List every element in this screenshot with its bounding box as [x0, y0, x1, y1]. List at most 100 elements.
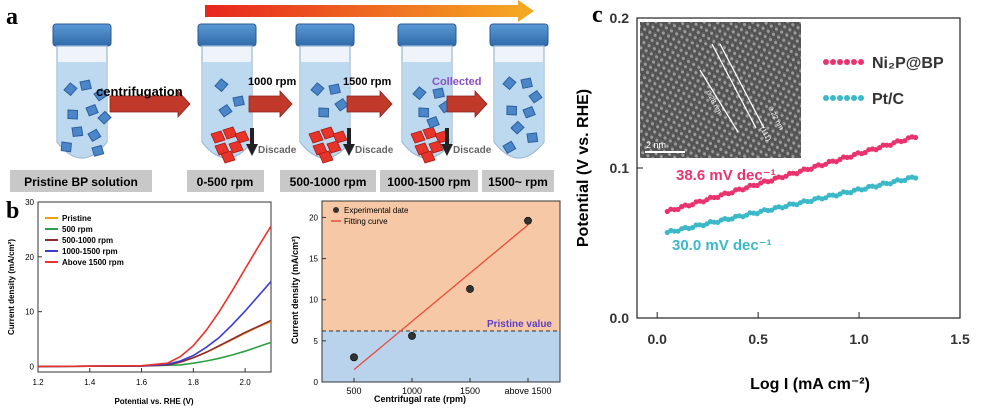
series-point-1 — [862, 186, 868, 192]
legend-label-2: 500-1000 rpm — [62, 236, 113, 245]
legend-swatch-c-0 — [830, 59, 836, 65]
sediment — [308, 126, 348, 164]
data-point-2 — [466, 285, 474, 293]
ytick-label-b-left: 10 — [25, 308, 34, 317]
tem-inset: 0.28 nm0.22 nm(111)2 nm — [640, 22, 801, 158]
discard-arrow-shaft — [250, 128, 254, 146]
legend-swatch-c-1 — [851, 95, 857, 101]
xtick-label-c: 1.0 — [849, 331, 869, 347]
sediment-flake — [318, 150, 334, 164]
xtick-label-b-left: 1.2 — [32, 378, 44, 387]
series-point-0 — [729, 190, 735, 196]
discard-arrow-head — [246, 144, 258, 156]
sample-labels: Pristine BP solution 0-500 rpm 500-1000 … — [10, 170, 554, 192]
ytick-label-b-right: 5 — [314, 337, 319, 346]
series-point-1 — [823, 195, 829, 201]
data-point-1 — [408, 332, 416, 340]
lattice-fringe-lines — [699, 43, 765, 133]
sediment-flake — [234, 130, 250, 144]
step-label-1500rpm: 1500 rpm — [343, 76, 392, 88]
data-point-0 — [350, 353, 358, 362]
ytick-label-b-right: 10 — [309, 296, 318, 305]
tube-3 — [397, 23, 457, 164]
series-point-0 — [675, 206, 681, 212]
ylabel-b-left: Current density (mA/cm²) — [7, 239, 16, 335]
tube-liquid — [495, 62, 543, 158]
tafel-label-ni2p: 38.6 mV dec⁻¹ — [676, 167, 776, 184]
tube-cap — [197, 23, 257, 47]
ytick-label-c: 0.2 — [610, 10, 630, 26]
region-above-pristine — [322, 201, 560, 331]
gradient-arrow — [205, 0, 534, 22]
sediment-flake — [428, 140, 444, 154]
fitting-curve — [353, 224, 529, 371]
step-arrow — [346, 89, 393, 119]
plot-frame-b-left — [37, 201, 272, 373]
step-arrow — [109, 89, 191, 119]
legend-swatch-c-1 — [844, 95, 850, 101]
step-label-collected: Collected — [432, 76, 482, 88]
step-arrow — [446, 89, 488, 119]
discard-arrow-shaft — [347, 128, 351, 146]
tube-cap — [489, 23, 549, 47]
panel-label-c: c — [592, 2, 603, 28]
ytick-label-c: 0.0 — [610, 310, 630, 326]
legend-label-c-1: Pt/C — [872, 91, 904, 108]
series-point-0 — [808, 166, 814, 172]
series-point-0 — [769, 178, 775, 184]
discade-label-1: Discade — [258, 145, 297, 156]
legend-point-swatch — [333, 207, 339, 213]
discard-arrow-head — [441, 144, 453, 156]
step-label-1000rpm: 1000 rpm — [248, 76, 297, 88]
label-pristine-bp: Pristine BP solution — [24, 175, 138, 189]
series-point-0 — [902, 138, 908, 144]
scale-bar-label: 2 nm — [646, 140, 666, 150]
sediment-flake — [308, 130, 324, 144]
legend-swatch-c-0 — [837, 59, 843, 65]
discade-label-3: Discade — [453, 145, 492, 156]
legend-swatch-c-0 — [858, 59, 864, 65]
xlabel-b-left: Potential vs. RHE (V) — [114, 397, 193, 406]
series-point-0 — [783, 173, 789, 179]
label-1000-1500: 1000-1500 rpm — [387, 175, 470, 189]
tube-4 — [489, 23, 549, 159]
ytick-label-b-left: 30 — [25, 198, 34, 207]
series-point-0 — [913, 134, 919, 141]
tube-cap — [295, 23, 355, 47]
xtick-label-b-right: 1000 — [402, 386, 422, 396]
tube-0 — [52, 23, 113, 159]
discard-arrow-head — [343, 144, 355, 156]
ytick-label-b-right: 15 — [309, 255, 318, 264]
ytick-label-b-left: 0 — [30, 363, 35, 372]
ytick-label-b-left: 20 — [25, 253, 34, 262]
series-point-1 — [689, 225, 696, 231]
series-line-4 — [37, 225, 272, 368]
panel-label-a: a — [6, 4, 18, 30]
legend-swatch-c-1 — [823, 95, 829, 101]
xtick-label-c: 0.5 — [748, 331, 768, 347]
region-below-pristine — [322, 330, 560, 382]
ytick-label-b-right: 0 — [314, 378, 319, 387]
legend-swatch-c-1 — [830, 95, 836, 101]
discard-arrow-shaft — [445, 128, 449, 146]
legend-label-4: Above 1500 rpm — [62, 258, 124, 267]
plot-frame-b-right — [321, 200, 561, 383]
series-point-1 — [769, 207, 775, 213]
tube-cap — [52, 23, 112, 47]
xtick-label-b-left: 2.0 — [240, 378, 252, 387]
sediment-flake — [326, 140, 342, 154]
xtick-label-b-right: 500 — [346, 386, 361, 396]
label-1500-up: 1500~ rpm — [488, 175, 548, 189]
series-point-0 — [862, 149, 868, 156]
series-point-0 — [715, 194, 721, 200]
tube-1 — [197, 23, 257, 164]
xtick-label-c: 1.5 — [950, 331, 970, 347]
series-point-1 — [913, 175, 919, 181]
legend-swatch-c-1 — [858, 95, 864, 101]
step-arrow — [248, 89, 293, 119]
chart-b-left: Potential vs. RHE (V) Current density (m… — [7, 198, 272, 406]
data-point-3 — [524, 216, 532, 225]
legend-label-3: 1000-1500 rpm — [62, 247, 118, 256]
tube-2 — [295, 23, 355, 164]
